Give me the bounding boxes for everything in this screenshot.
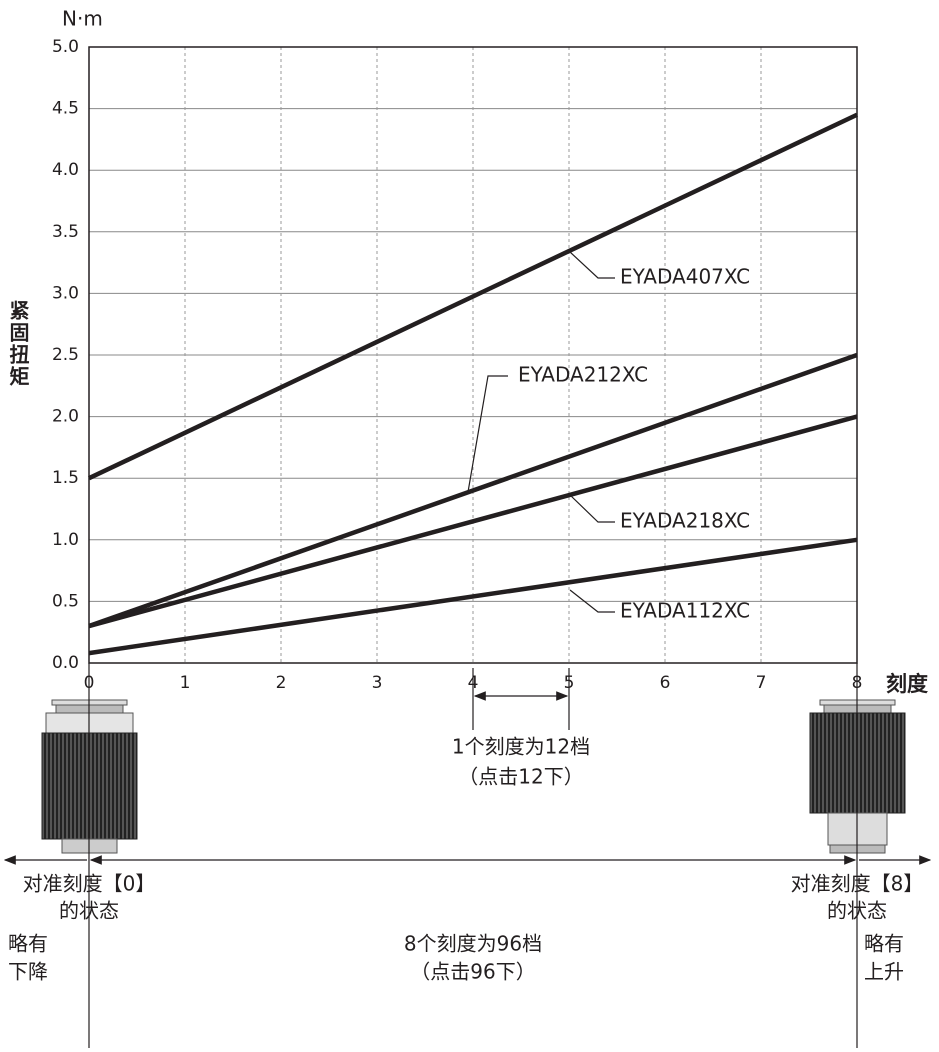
- y-tick-label: 3.0: [52, 283, 79, 303]
- annotation: （点击96下）: [410, 960, 535, 984]
- x-tick-label: 8: [852, 673, 863, 693]
- leader-line: [569, 494, 615, 523]
- y-tick-label: 1.0: [52, 530, 79, 550]
- annotation: 略有: [864, 932, 904, 956]
- series-label: EYADA212XC: [518, 363, 648, 387]
- annotation: 对准刻度【0】: [23, 872, 156, 896]
- y-tick-label: 2.5: [52, 345, 79, 365]
- y-tick-label: 0.0: [52, 653, 79, 673]
- series-line: [88, 537, 858, 656]
- series-label: EYADA407XC: [620, 265, 750, 289]
- y-unit: N·m: [62, 7, 103, 31]
- leader-line: [569, 589, 615, 613]
- annotation: （点击12下）: [458, 765, 583, 789]
- x-tick-label: 1: [180, 673, 191, 693]
- leader-line: [569, 251, 615, 279]
- y-axis-label: 紧固扭矩: [6, 300, 30, 388]
- x-tick-label: 7: [756, 673, 767, 693]
- series-label: EYADA112XC: [620, 599, 750, 623]
- annotation: 8个刻度为96档: [404, 932, 542, 956]
- y-tick-label: 4.5: [52, 99, 79, 119]
- series-line: [88, 414, 858, 629]
- x-tick-label: 2: [276, 673, 287, 693]
- annotation: 1个刻度为12档: [452, 735, 590, 759]
- annotation: 的状态: [827, 899, 887, 923]
- x-tick-label: 3: [372, 673, 383, 693]
- guides: [3, 663, 932, 1048]
- x-tick-label: 0: [84, 673, 95, 693]
- annotation: 对准刻度【8】: [791, 872, 924, 896]
- y-tick-label: 3.5: [52, 222, 79, 242]
- annotation: 上升: [864, 960, 904, 984]
- y-tick-label: 1.5: [52, 468, 79, 488]
- x-tick-label: 5: [564, 673, 575, 693]
- x-tick-label: 6: [660, 673, 671, 693]
- y-tick-label: 5.0: [52, 37, 79, 57]
- y-tick-label: 0.5: [52, 591, 79, 611]
- series-line: [88, 352, 858, 629]
- y-tick-label: 2.0: [52, 407, 79, 427]
- y-tick-label: 4.0: [52, 160, 79, 180]
- annotation: 的状态: [59, 899, 119, 923]
- series-label: EYADA218XC: [620, 509, 750, 533]
- leader-line: [467, 375, 508, 493]
- annotation: 略有: [8, 932, 48, 956]
- x-axis-label: 刻度: [886, 672, 928, 696]
- annotation: 下降: [8, 960, 48, 984]
- x-tick-label: 4: [468, 673, 479, 693]
- series-line: [88, 112, 858, 481]
